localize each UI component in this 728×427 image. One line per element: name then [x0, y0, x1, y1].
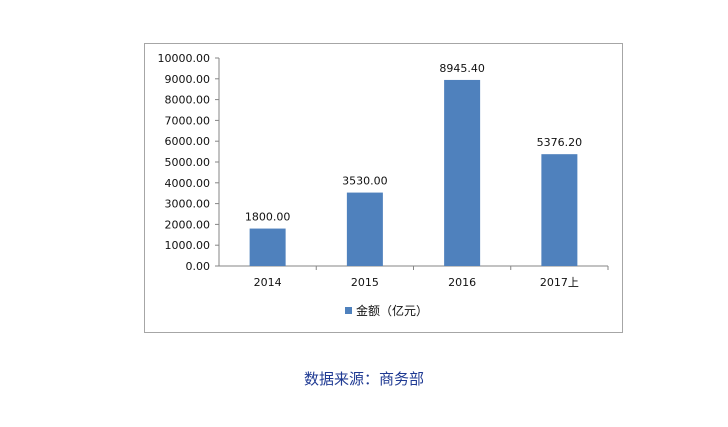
bar-data-label: 8945.40	[439, 62, 485, 75]
legend-swatch	[345, 307, 352, 314]
y-tick-label: 1000.00	[165, 239, 211, 252]
y-tick-label: 10000.00	[158, 52, 211, 65]
y-tick-label: 8000.00	[165, 94, 211, 107]
y-tick-label: 6000.00	[165, 135, 211, 148]
chart-frame: 0.00 1000.00 2000.00 3000.00 4000.00 5000.00 6…	[144, 43, 623, 333]
x-tick-label: 2014	[254, 276, 282, 289]
bar-data-label: 5376.20	[537, 136, 583, 149]
x-tick-label: 2017上	[540, 276, 579, 289]
y-tick-label: 7000.00	[165, 114, 211, 127]
legend-label: 金额（亿元）	[356, 303, 428, 318]
source-note: 数据来源：商务部	[303, 370, 424, 388]
bar	[444, 79, 481, 266]
y-tick-label: 2000.00	[165, 218, 211, 231]
bar-chart: 0.00 1000.00 2000.00 3000.00 4000.00 5000.00 6…	[158, 52, 609, 318]
y-tick-label: 4000.00	[165, 177, 211, 190]
bar-data-label: 3530.00	[342, 175, 388, 188]
bar	[541, 154, 578, 266]
bar-data-label: 1800.00	[245, 211, 291, 224]
y-tick-label: 0.00	[186, 260, 211, 273]
x-tick-label: 2016	[448, 276, 476, 289]
y-tick-label: 3000.00	[165, 198, 211, 211]
y-tick-label: 5000.00	[165, 156, 211, 169]
bar	[249, 228, 286, 266]
bar	[346, 192, 383, 266]
x-tick-label: 2015	[351, 276, 379, 289]
y-tick-label: 9000.00	[165, 73, 211, 86]
